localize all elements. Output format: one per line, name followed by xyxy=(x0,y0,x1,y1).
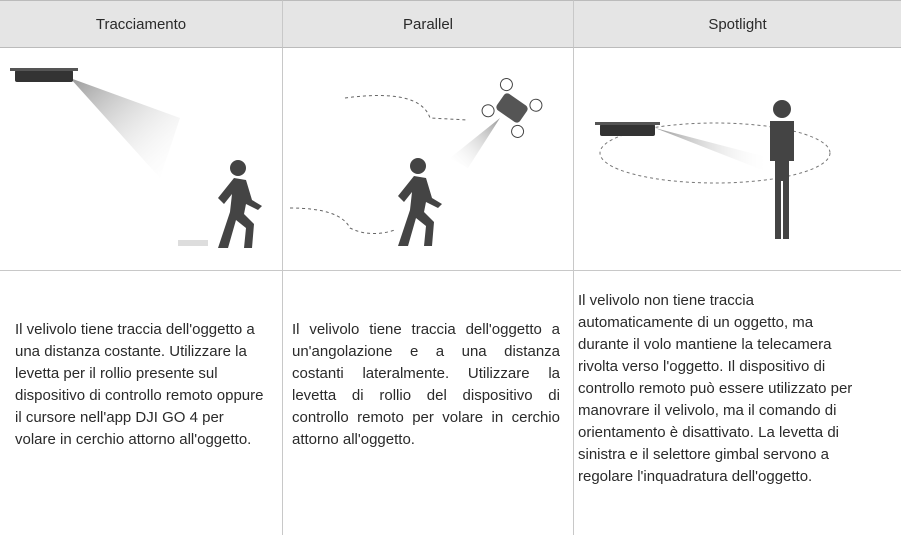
header-cell: Parallel xyxy=(282,0,573,48)
divider xyxy=(0,270,901,271)
description: Il velivolo tiene traccia dell'oggetto a… xyxy=(15,321,264,448)
header-cell: Tracciamento xyxy=(0,0,282,48)
header-cell: Spotlight xyxy=(573,0,901,48)
divider xyxy=(282,48,283,535)
divider xyxy=(573,48,574,535)
illustrations xyxy=(10,68,831,248)
description: Il velivolo non tiene traccia automatica… xyxy=(578,292,853,485)
description: Il velivolo tiene traccia dell'oggetto a… xyxy=(292,321,560,448)
